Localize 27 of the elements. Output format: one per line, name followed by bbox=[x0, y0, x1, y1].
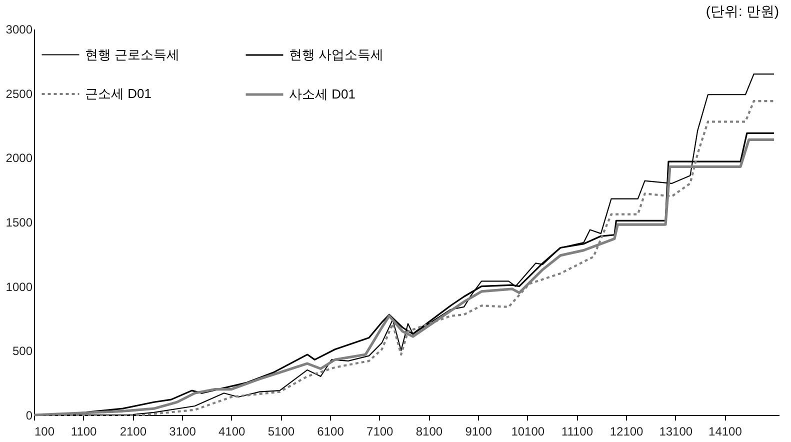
x-tick-label: 3100 bbox=[169, 424, 196, 438]
legend-label: 사소세 D01 bbox=[289, 86, 356, 102]
x-tick-label: 8100 bbox=[416, 424, 443, 438]
legend-label: 현행 사업소득세 bbox=[289, 47, 384, 62]
y-tick-label: 2000 bbox=[6, 151, 33, 166]
y-tick-label: 1000 bbox=[6, 280, 33, 294]
x-tick-label: 13100 bbox=[659, 424, 693, 438]
y-tick-label: 500 bbox=[12, 344, 33, 358]
x-tick-label: 1100 bbox=[70, 424, 98, 438]
y-tick-label: 1500 bbox=[6, 216, 33, 230]
x-tick-label: 10100 bbox=[511, 424, 545, 438]
x-tick-label: 7100 bbox=[366, 424, 394, 438]
y-tick-label: 3000 bbox=[6, 22, 33, 36]
x-tick-label: 9100 bbox=[465, 424, 492, 438]
x-tick-label: 11100 bbox=[561, 424, 594, 438]
x-tick-label: 5100 bbox=[268, 424, 295, 438]
y-tick-label: 0 bbox=[26, 408, 33, 422]
x-tick-label: 12100 bbox=[610, 424, 644, 438]
x-tick-label: 2100 bbox=[120, 424, 147, 438]
x-tick-label: 6100 bbox=[317, 424, 344, 438]
text: (단위: 만원) bbox=[706, 3, 779, 19]
x-tick-label: 100 bbox=[34, 424, 55, 438]
x-tick-label: 14100 bbox=[708, 424, 742, 438]
legend-label: 현행 근로소득세 bbox=[85, 46, 180, 62]
legend-label: 근소세 D01 bbox=[85, 86, 152, 101]
y-tick-label: 2500 bbox=[6, 86, 33, 101]
x-tick-label: 4100 bbox=[218, 424, 246, 438]
